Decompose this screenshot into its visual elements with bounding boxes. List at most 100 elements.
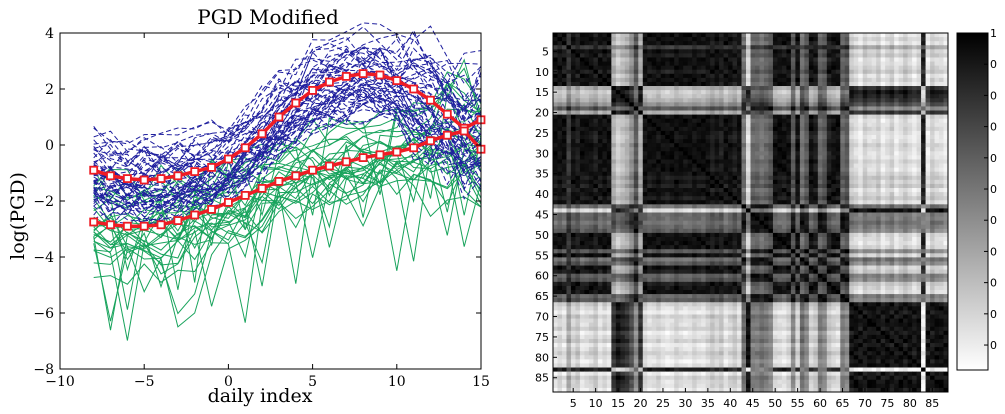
heatmap-cell <box>719 171 724 177</box>
heatmap-cell <box>898 232 904 238</box>
heatmap-cell <box>683 196 689 201</box>
heatmap-cell <box>674 143 680 148</box>
heatmap-cell <box>867 73 873 79</box>
heatmap-cell <box>777 94 783 99</box>
heatmap-cell <box>759 224 765 230</box>
heatmap-cell <box>723 41 729 46</box>
heatmap-cell <box>620 139 626 144</box>
heatmap-cell <box>835 241 841 246</box>
heatmap-cell <box>885 241 891 246</box>
heatmap-cell <box>907 73 913 79</box>
heatmap-cell <box>790 163 796 169</box>
heatmap-cell <box>907 183 913 189</box>
heatmap-cell <box>862 130 868 136</box>
solid-series-line <box>93 107 482 272</box>
heatmap-cell <box>898 151 904 156</box>
heatmap-cell <box>808 118 814 124</box>
heatmap-cell <box>822 118 828 124</box>
heatmap-cell <box>732 61 738 67</box>
heatmap-cell <box>683 134 689 140</box>
heatmap-cell <box>876 139 882 144</box>
heatmap-cell <box>817 228 823 234</box>
heatmap-cell <box>912 151 917 156</box>
heatmap-cell <box>808 188 814 193</box>
heatmap-cell <box>786 196 792 201</box>
heatmap-cell <box>840 73 846 79</box>
heatmap-cell <box>880 90 886 95</box>
heatmap-cell <box>754 134 760 140</box>
heatmap-cell <box>813 49 819 54</box>
heatmap-cell <box>921 81 926 87</box>
heatmap-cell <box>714 188 720 193</box>
heatmap-cell <box>768 143 774 148</box>
heatmap-cell <box>867 224 873 230</box>
heatmap-cell <box>790 90 796 95</box>
heatmap-cell <box>597 73 603 79</box>
heatmap-cell <box>781 253 787 258</box>
heatmap-cell <box>557 147 563 152</box>
heatmap-cell <box>921 200 926 205</box>
heatmap-cell <box>656 208 662 213</box>
heatmap-cell <box>611 126 617 132</box>
heatmap-cell <box>799 212 805 217</box>
heatmap-cell <box>642 53 648 58</box>
heatmap-cell <box>629 200 635 205</box>
heatmap-cell <box>629 126 635 132</box>
heatmap-cell <box>642 232 648 238</box>
heatmap-cell <box>768 159 774 164</box>
heatmap-cell <box>817 143 823 148</box>
heatmap-cell <box>858 143 864 148</box>
heatmap-cell <box>606 143 612 148</box>
heatmap-cell <box>889 200 895 205</box>
heatmap-cell <box>867 196 873 201</box>
heatmap-cell <box>880 33 886 38</box>
heatmap-cell <box>561 37 567 42</box>
heatmap-cell <box>781 171 787 177</box>
heatmap-cell <box>916 208 922 213</box>
heatmap-cell <box>768 208 774 213</box>
heatmap-cell <box>656 102 662 107</box>
heatmap-cell <box>759 73 765 79</box>
heatmap-cell <box>921 77 926 83</box>
heatmap-cell <box>714 134 720 140</box>
heatmap-cell <box>719 90 724 95</box>
heatmap-cell <box>817 245 823 250</box>
heatmap-cell <box>772 41 778 46</box>
heatmap-cell <box>754 81 760 87</box>
heatmap-cell <box>710 192 715 197</box>
heatmap-cell <box>669 110 675 115</box>
heatmap-cell <box>939 73 944 79</box>
heatmap-cell <box>570 81 576 87</box>
heatmap-cell <box>714 183 720 189</box>
heatmap-cell <box>835 200 841 205</box>
heatmap-cell <box>822 45 828 50</box>
heatmap-cell <box>894 86 900 91</box>
heatmap-cell <box>561 204 567 209</box>
heatmap-cell <box>907 41 913 46</box>
heatmap-cell <box>804 151 810 156</box>
heatmap-cell <box>696 53 702 58</box>
heatmap-cell <box>921 98 926 103</box>
heatmap-cell <box>602 98 608 103</box>
y-tick-label: 4 <box>45 26 54 42</box>
heatmap-cell <box>566 212 572 217</box>
heatmap-cell <box>750 69 756 75</box>
heatmap-cell <box>750 204 756 209</box>
heatmap-cell <box>570 143 576 148</box>
heatmap-cell <box>647 196 653 201</box>
heatmap-cell <box>930 236 935 242</box>
heatmap-cell <box>683 192 689 197</box>
heatmap-cell <box>705 151 711 156</box>
heatmap-cell <box>638 118 644 124</box>
heatmap-cell <box>656 220 662 226</box>
heatmap-cell <box>687 134 693 140</box>
heatmap-cell <box>880 45 886 50</box>
heatmap-cell <box>651 241 657 246</box>
heatmap-cell <box>678 118 684 124</box>
heatmap-cell <box>611 163 617 169</box>
heatmap-cell <box>750 65 756 71</box>
heatmap-cell <box>781 228 787 234</box>
heatmap-cell <box>889 122 895 128</box>
heatmap-cell <box>710 159 715 164</box>
heatmap-cell <box>732 53 738 58</box>
